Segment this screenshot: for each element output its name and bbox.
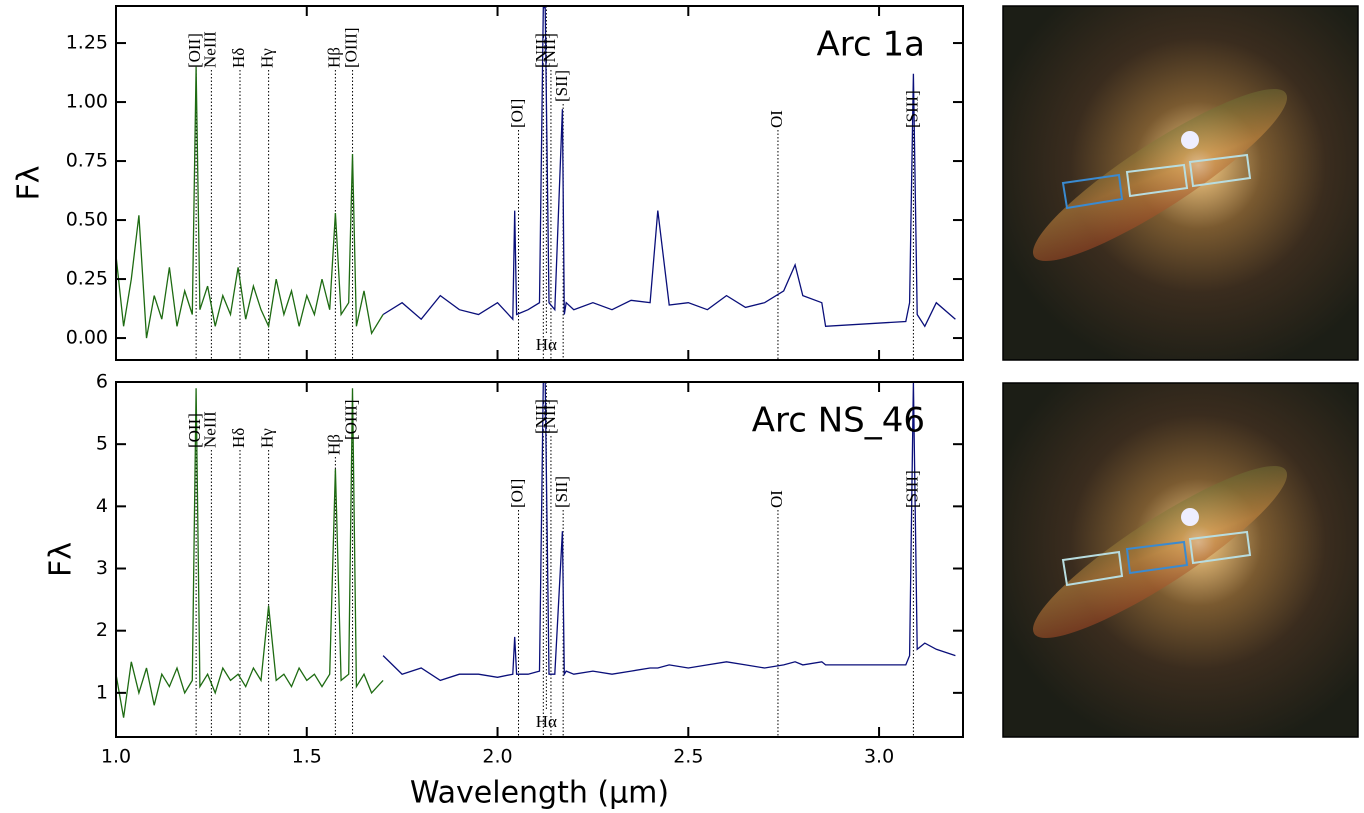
panel-title: Arc 1a [817,25,925,65]
y-tick-label: 3 [96,557,108,579]
x-tick-label: 1.0 [101,746,131,768]
line-label: Hδ [229,428,248,448]
line-label: [SII] [552,476,571,508]
line-label: [OI] [507,99,526,128]
panel-title: Arc NS_46 [752,401,925,441]
line-label: [NII] [540,399,559,434]
line-label: OI [767,490,786,508]
spectrum-line [116,66,384,339]
y-tick-label: 0.00 [66,327,108,349]
y-tick-label: 2 [96,619,108,641]
x-axis-label: Wavelength (μm) [410,776,669,811]
axes-frame [115,381,964,738]
spectrum-line [382,7,956,328]
line-label: [OI] [507,479,526,508]
y-tick-label: 5 [96,433,108,455]
y-tick-label: 0.50 [66,209,108,231]
y-tick-label: 1.25 [66,32,108,54]
line-label: [SIII] [902,470,921,508]
x-tick-label: 3.0 [864,746,894,768]
image-top [1002,5,1359,361]
line-label: [OII] [185,413,204,448]
plot-area [116,6,956,360]
x-tick-label: 2.0 [482,746,512,768]
line-label: Hβ [324,434,343,455]
y-tick-label: 1 [96,681,108,703]
line-label: Hα [536,712,557,731]
line-label: [OIII] [341,27,360,68]
line-label: NeIII [200,411,219,448]
line-label: [OIII] [341,399,360,440]
y-axis-label: Fλ [44,542,79,577]
image-bottom [1002,382,1359,738]
line-label: [NII] [532,33,551,68]
y-tick-label: 0.25 [66,268,108,290]
line-label: [NII] [532,399,551,434]
y-tick-label: 6 [96,371,108,393]
line-label: [OII] [185,33,204,68]
y-tick-label: 4 [96,495,108,517]
line-label: Hβ [324,47,343,68]
line-label: NeIII [200,31,219,68]
plot-area [116,382,956,737]
line-label: OI [767,110,786,128]
line-label: [SII] [552,70,571,102]
y-axis-label: Fλ [12,165,47,200]
line-label: Hδ [229,48,248,68]
line-label: Hα [536,335,557,354]
x-tick-label: 2.5 [673,746,703,768]
line-label: [NII] [540,33,559,68]
x-tick-label: 1.5 [292,746,322,768]
axes-frame [115,5,964,361]
spectrum-line [382,382,956,682]
line-label: Hγ [258,428,277,448]
line-label: [SIII] [902,90,921,128]
spectrum-line [116,388,384,718]
y-tick-label: 1.00 [66,91,108,113]
line-label: Hγ [258,48,277,68]
y-tick-label: 0.75 [66,150,108,172]
